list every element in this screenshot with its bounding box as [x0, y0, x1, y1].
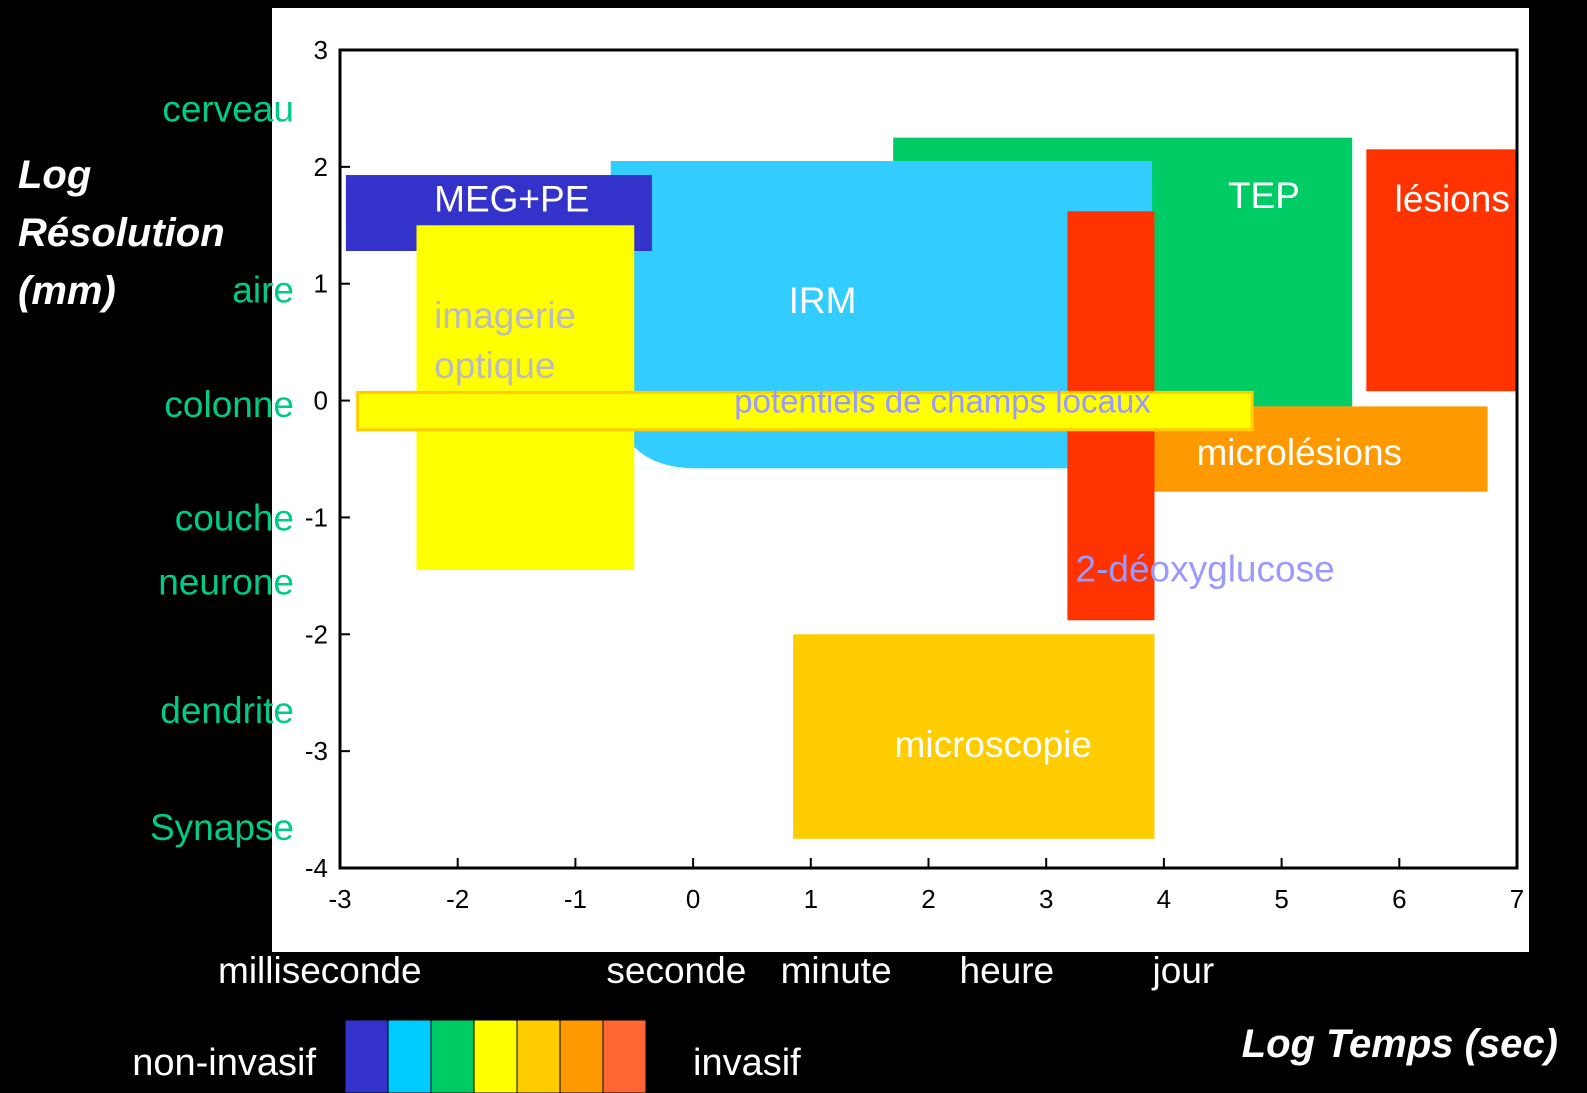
y-tick-label: 1 [314, 269, 328, 299]
y-tick-label: 3 [314, 35, 328, 65]
scale-label-cerveau: cerveau [162, 88, 294, 129]
y-tick-label: -4 [305, 853, 328, 883]
y-tick-label: -1 [305, 502, 328, 532]
time-label-seconde: seconde [606, 950, 746, 991]
legend-swatch [559, 1019, 604, 1093]
x-tick-label: 7 [1510, 884, 1524, 914]
x-tick-label: 5 [1274, 884, 1288, 914]
label-imagerie-optique-2: optique [434, 345, 555, 386]
legend-swatch [344, 1019, 389, 1093]
scale-label-synapse: Synapse [150, 807, 294, 848]
x-axis-ticks: -3 -2 -1 0 1 2 3 4 5 6 7 [328, 858, 1524, 914]
y-tick-label: -3 [305, 736, 328, 766]
legend-swatch [387, 1019, 432, 1093]
x-tick-label: -3 [328, 884, 351, 914]
scale-label-aire: aire [232, 270, 294, 311]
label-tep: TEP [1228, 175, 1300, 216]
label-2-deoxyglucose: 2-déoxyglucose [1076, 549, 1335, 590]
label-meg-pe: MEG+PE [434, 178, 589, 219]
x-tick-label: 4 [1157, 884, 1171, 914]
region-potentiels-de-champs-locaux [356, 390, 1254, 432]
label-irm: IRM [789, 280, 857, 321]
x-tick-label: 3 [1039, 884, 1053, 914]
legend-swatch [430, 1019, 475, 1093]
time-label-heure: heure [960, 950, 1055, 991]
y-tick-label: 2 [314, 152, 328, 182]
region-microscopie [793, 634, 1155, 839]
spatial-scale-labels: cerveau aire colonne couche neurone dendrite S… [150, 88, 294, 848]
x-axis-title: Log Temps (sec) [1242, 1022, 1558, 1066]
label-microscopie: microscopie [895, 724, 1092, 765]
y-axis-title-line: Résolution [18, 211, 225, 255]
x-tick-label: 6 [1392, 884, 1406, 914]
label-microlesions: microlésions [1196, 432, 1402, 473]
invasiveness-legend: non-invasif invasif [132, 1019, 801, 1093]
scale-label-couche: couche [175, 497, 294, 538]
scale-label-neurone: neurone [158, 562, 294, 603]
time-label-jour: jour [1152, 950, 1215, 991]
scale-label-colonne: colonne [164, 384, 294, 425]
legend-swatch [602, 1019, 647, 1093]
time-label-minute: minute [781, 950, 892, 991]
y-axis-ticks: 3 2 1 0 -1 -2 -3 -4 [305, 35, 350, 883]
legend-right-label: invasif [693, 1042, 801, 1084]
time-label-milliseconde: milliseconde [218, 950, 422, 991]
x-tick-label: 2 [921, 884, 935, 914]
x-tick-label: 0 [686, 884, 700, 914]
y-tick-label: 0 [314, 386, 328, 416]
x-tick-label: -1 [564, 884, 587, 914]
legend-swatches [344, 1019, 647, 1093]
legend-swatch [473, 1019, 518, 1093]
label-lesions: lésions [1395, 178, 1510, 219]
x-tick-label: 1 [804, 884, 818, 914]
label-potentiels-de-champs-locaux: potentiels de champs locaux [734, 382, 1151, 419]
technique-regions [345, 137, 1517, 839]
y-axis-title: Log Résolution (mm) [18, 153, 225, 313]
technique-labels: TEP IRM MEG+PE lésions microlésions 2-déoxygl… [434, 175, 1510, 765]
region-lesions [1366, 149, 1517, 392]
y-axis-title-line: Log [18, 153, 91, 197]
time-scale-labels: milliseconde seconde minute heure jour [218, 950, 1214, 991]
y-axis-title-line: (mm) [18, 269, 116, 313]
label-imagerie-optique-1: imagerie [434, 295, 576, 336]
y-tick-label: -2 [305, 619, 328, 649]
scale-label-dendrite: dendrite [160, 690, 294, 731]
x-tick-label: -2 [446, 884, 469, 914]
legend-left-label: non-invasif [132, 1042, 316, 1084]
legend-swatch [516, 1019, 561, 1093]
